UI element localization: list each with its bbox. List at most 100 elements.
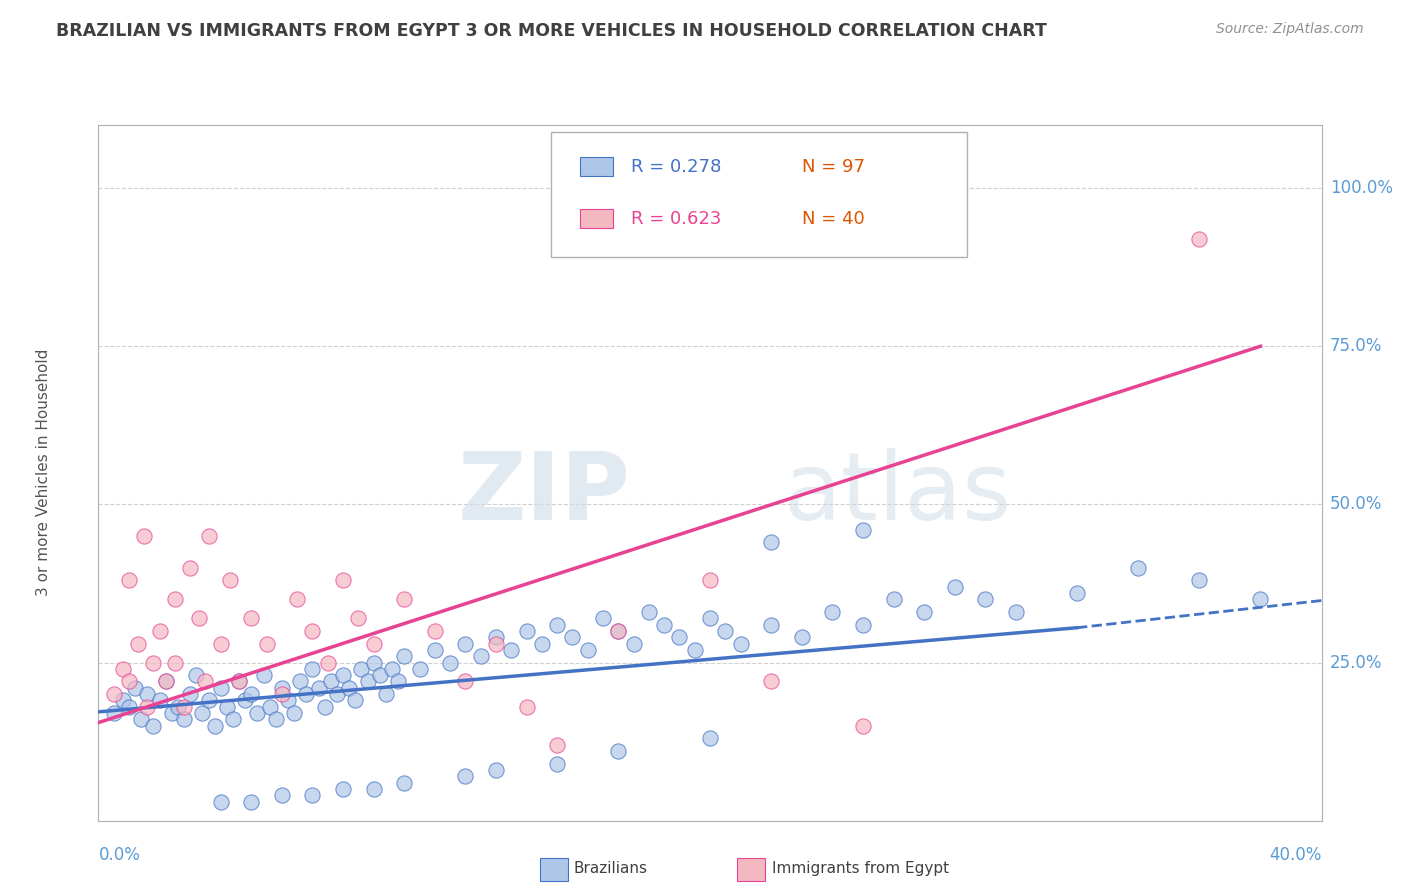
- Point: [561, 630, 583, 644]
- Point: [530, 636, 553, 650]
- Point: [516, 699, 538, 714]
- Point: [215, 699, 238, 714]
- Point: [179, 687, 201, 701]
- Point: [167, 699, 190, 714]
- Point: [270, 687, 292, 701]
- Point: [637, 605, 661, 619]
- Point: [197, 529, 219, 543]
- Point: [118, 574, 141, 588]
- Text: R = 0.623: R = 0.623: [630, 210, 721, 227]
- Point: [1128, 560, 1150, 574]
- Text: Brazilians: Brazilians: [574, 862, 648, 876]
- Point: [308, 681, 330, 695]
- Point: [240, 611, 263, 625]
- Point: [423, 624, 446, 638]
- Text: 25.0%: 25.0%: [1330, 654, 1382, 672]
- Point: [134, 529, 156, 543]
- Point: [136, 687, 159, 701]
- Point: [381, 662, 404, 676]
- Point: [501, 643, 523, 657]
- Text: 0.0%: 0.0%: [98, 846, 141, 863]
- Point: [219, 574, 242, 588]
- Point: [852, 719, 875, 733]
- Text: 40.0%: 40.0%: [1270, 846, 1322, 863]
- Point: [790, 630, 813, 644]
- Point: [270, 789, 292, 803]
- Point: [188, 611, 211, 625]
- Point: [607, 624, 630, 638]
- Point: [283, 706, 305, 720]
- Point: [118, 674, 141, 689]
- Point: [301, 789, 323, 803]
- Point: [316, 656, 339, 670]
- Point: [209, 681, 232, 695]
- Point: [124, 681, 146, 695]
- Point: [149, 624, 172, 638]
- Point: [111, 662, 134, 676]
- Text: N = 40: N = 40: [801, 210, 865, 227]
- Point: [350, 662, 373, 676]
- Point: [699, 731, 721, 746]
- Point: [270, 681, 292, 695]
- Point: [485, 636, 508, 650]
- Point: [423, 643, 446, 657]
- Point: [759, 535, 782, 549]
- Point: [387, 674, 409, 689]
- Point: [730, 636, 752, 650]
- Point: [160, 706, 183, 720]
- Point: [233, 693, 256, 707]
- Point: [209, 795, 232, 809]
- Point: [240, 795, 263, 809]
- Point: [111, 693, 134, 707]
- Point: [347, 611, 370, 625]
- Point: [228, 674, 250, 689]
- Point: [439, 656, 461, 670]
- Point: [454, 769, 477, 783]
- Point: [191, 706, 214, 720]
- Point: [222, 713, 245, 727]
- Point: [392, 775, 416, 789]
- Point: [149, 693, 172, 707]
- Point: [392, 649, 416, 664]
- Point: [1004, 605, 1026, 619]
- Point: [852, 523, 875, 537]
- Point: [314, 699, 336, 714]
- Point: [319, 674, 342, 689]
- Point: [163, 592, 186, 607]
- Point: [103, 687, 125, 701]
- Point: [374, 687, 396, 701]
- Point: [118, 699, 141, 714]
- Point: [129, 713, 152, 727]
- Point: [344, 693, 367, 707]
- Text: Source: ZipAtlas.com: Source: ZipAtlas.com: [1216, 22, 1364, 37]
- Point: [363, 636, 385, 650]
- Point: [392, 592, 416, 607]
- Point: [408, 662, 430, 676]
- Point: [103, 706, 125, 720]
- Point: [485, 630, 508, 644]
- Point: [228, 674, 250, 689]
- Point: [363, 656, 385, 670]
- Point: [759, 674, 782, 689]
- Point: [142, 656, 165, 670]
- Point: [332, 574, 354, 588]
- Point: [356, 674, 378, 689]
- Point: [332, 668, 354, 682]
- Point: [470, 649, 492, 664]
- Point: [592, 611, 614, 625]
- Point: [295, 687, 318, 701]
- Text: atlas: atlas: [783, 448, 1012, 540]
- Point: [301, 624, 323, 638]
- FancyBboxPatch shape: [551, 132, 967, 257]
- Point: [1066, 586, 1088, 600]
- Point: [485, 763, 508, 777]
- Point: [683, 643, 706, 657]
- Point: [136, 699, 159, 714]
- Point: [668, 630, 690, 644]
- Point: [607, 624, 630, 638]
- FancyBboxPatch shape: [581, 157, 613, 176]
- Point: [821, 605, 844, 619]
- Point: [155, 674, 177, 689]
- Point: [142, 719, 165, 733]
- Point: [699, 574, 721, 588]
